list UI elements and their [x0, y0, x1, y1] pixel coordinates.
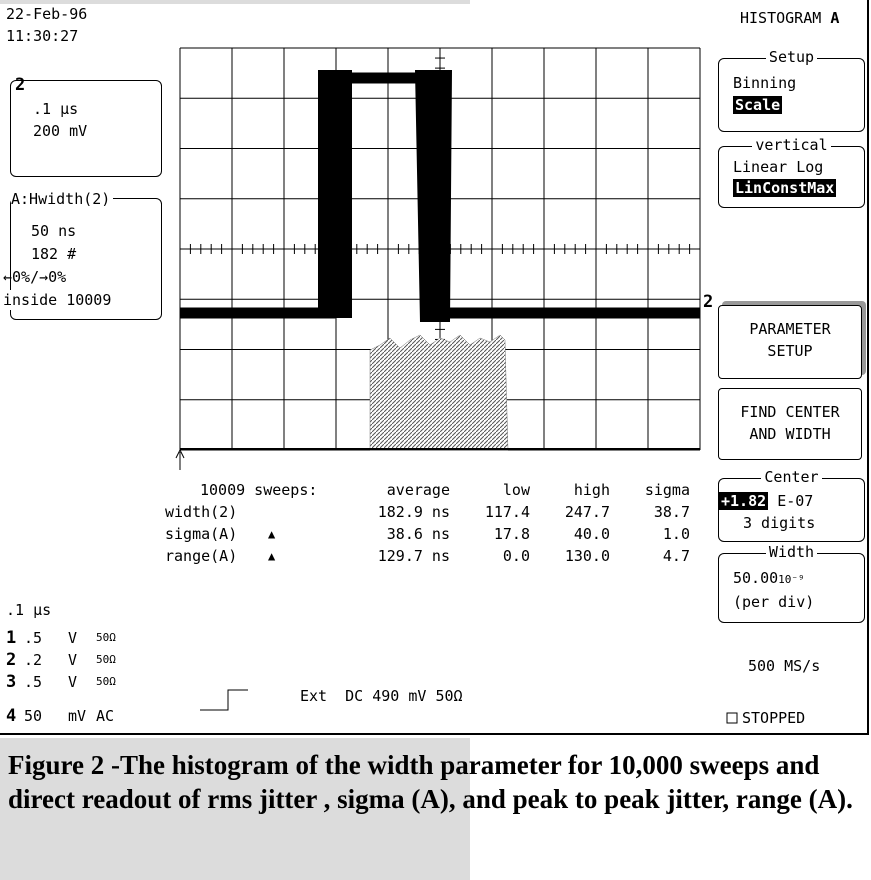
center-exponent: E-07	[777, 492, 814, 510]
background-strip	[0, 0, 470, 4]
param-box: A:Hwidth(2) 50 ns 182 # ←0%/→0% inside 1…	[3, 189, 162, 320]
row-label: range(A)	[165, 547, 238, 565]
param-line: 182 #	[31, 245, 77, 263]
column-header: low	[502, 481, 530, 499]
row-label: width(2)	[165, 503, 238, 521]
cell: 40.0	[573, 525, 610, 543]
graticule	[175, 47, 738, 724]
channel-setting: .5	[24, 673, 43, 691]
find-center-button[interactable]: FIND CENTER AND WIDTH	[718, 388, 862, 460]
waveform	[180, 72, 700, 319]
mode-text: HISTOGRAM	[740, 9, 822, 27]
row-flag: ▲	[268, 549, 276, 563]
menu-option: Binning	[733, 74, 797, 92]
channel-id: 4	[6, 706, 17, 726]
channel-setting: V	[68, 651, 78, 669]
column-header: average	[386, 481, 450, 499]
param-line: ←0%/→0%	[3, 268, 67, 286]
parameter-setup-button[interactable]: PARAMETER SETUP	[718, 305, 862, 379]
mode: HISTOGRAM A	[740, 8, 839, 28]
timebase-readout: .1 µs	[6, 601, 52, 619]
channel-id: 2	[6, 650, 17, 670]
scope-screen	[0, 0, 869, 735]
mode-trace: A	[830, 9, 840, 27]
channel-setting: V	[68, 629, 78, 647]
channel-id: 1	[6, 628, 17, 648]
channel-setting: AC	[96, 707, 115, 725]
button-line: SETUP	[767, 342, 813, 360]
menu-option-selected: Scale	[733, 96, 783, 114]
button-line: PARAMETER	[749, 320, 831, 338]
caption: Figure 2 -The histogram of the width par…	[8, 750, 853, 814]
button-line: FIND CENTER	[740, 403, 840, 421]
channel-setting: 50Ω	[96, 631, 116, 644]
channel-setting: mV	[68, 707, 87, 725]
channel-setting: 50	[24, 707, 43, 725]
button-line: AND WIDTH	[749, 425, 831, 443]
channel-setting: .5	[24, 629, 43, 647]
cell: 0.0	[502, 547, 530, 565]
cell: 130.0	[564, 547, 610, 565]
cell: 247.7	[564, 503, 610, 521]
sweeps: 10009 sweeps:	[200, 481, 318, 499]
channel-id: 3	[6, 672, 17, 692]
menu-option-selected: LinConstMax	[733, 179, 837, 197]
cell: 4.7	[662, 547, 690, 565]
stopped-box	[726, 712, 738, 724]
trigger-step	[200, 689, 248, 711]
width-value: 50.00	[733, 569, 779, 587]
setup-menu[interactable]: Setup Binning Scale	[718, 48, 865, 132]
channel-setting: 50Ω	[96, 675, 116, 688]
center-digits: 3 digits	[743, 514, 816, 532]
trigger-readout: Ext DC 490 mV 50Ω	[300, 687, 463, 705]
menu-title: Setup	[765, 48, 818, 66]
center-value: +1.82	[719, 492, 769, 510]
sample-rate: 500 MS/s	[748, 657, 821, 675]
waveform-edges	[318, 70, 452, 322]
cell: 129.7 ns	[377, 547, 450, 565]
cell: 38.6 ns	[386, 525, 450, 543]
row-flag: ▲	[268, 527, 276, 541]
menu-title: Center	[761, 468, 822, 486]
column-header: high	[573, 481, 610, 499]
channel-box: 2 .1 µs 200 mV	[10, 75, 162, 177]
param-title: A:Hwidth(2)	[11, 189, 114, 209]
volts: 200 mV	[33, 122, 88, 140]
trigger-arrow	[175, 448, 185, 470]
param-line: inside 10009	[3, 290, 112, 310]
histogram	[369, 334, 509, 451]
width-note: (per div)	[733, 593, 815, 611]
center-menu[interactable]: Center +1.82 E-07 3 digits	[718, 468, 865, 542]
menu-title: vertical	[752, 136, 831, 154]
cell: 17.8	[493, 525, 530, 543]
width-menu[interactable]: Width 50.0010⁻⁹ (per div)	[718, 543, 865, 623]
width-unit: 10⁻⁹	[778, 573, 805, 586]
status: STOPPED	[742, 709, 806, 727]
channel-setting: V	[68, 673, 78, 691]
cell: 1.0	[662, 525, 690, 543]
row-label: sigma(A)	[165, 525, 238, 543]
cell: 117.4	[484, 503, 530, 521]
caption-area: Figure 2 -The histogram of the width par…	[0, 738, 871, 880]
cell: 38.7	[653, 503, 690, 521]
trace-id: 2	[15, 75, 26, 95]
menu-option: Linear Log	[733, 158, 824, 176]
menu-title: Width	[765, 543, 818, 561]
timebase: .1 µs	[33, 100, 79, 118]
channel-setting: 50Ω	[96, 653, 116, 666]
column-header: sigma	[644, 481, 690, 499]
time: 11:30:27	[6, 27, 79, 45]
param-line: 50 ns	[31, 222, 77, 240]
date: 22-Feb-96	[6, 5, 88, 23]
cell: 182.9 ns	[377, 503, 450, 521]
trace-marker: 2	[703, 292, 714, 312]
channel-setting: .2	[24, 651, 43, 669]
vertical-menu[interactable]: vertical Linear Log LinConstMax	[718, 136, 865, 208]
